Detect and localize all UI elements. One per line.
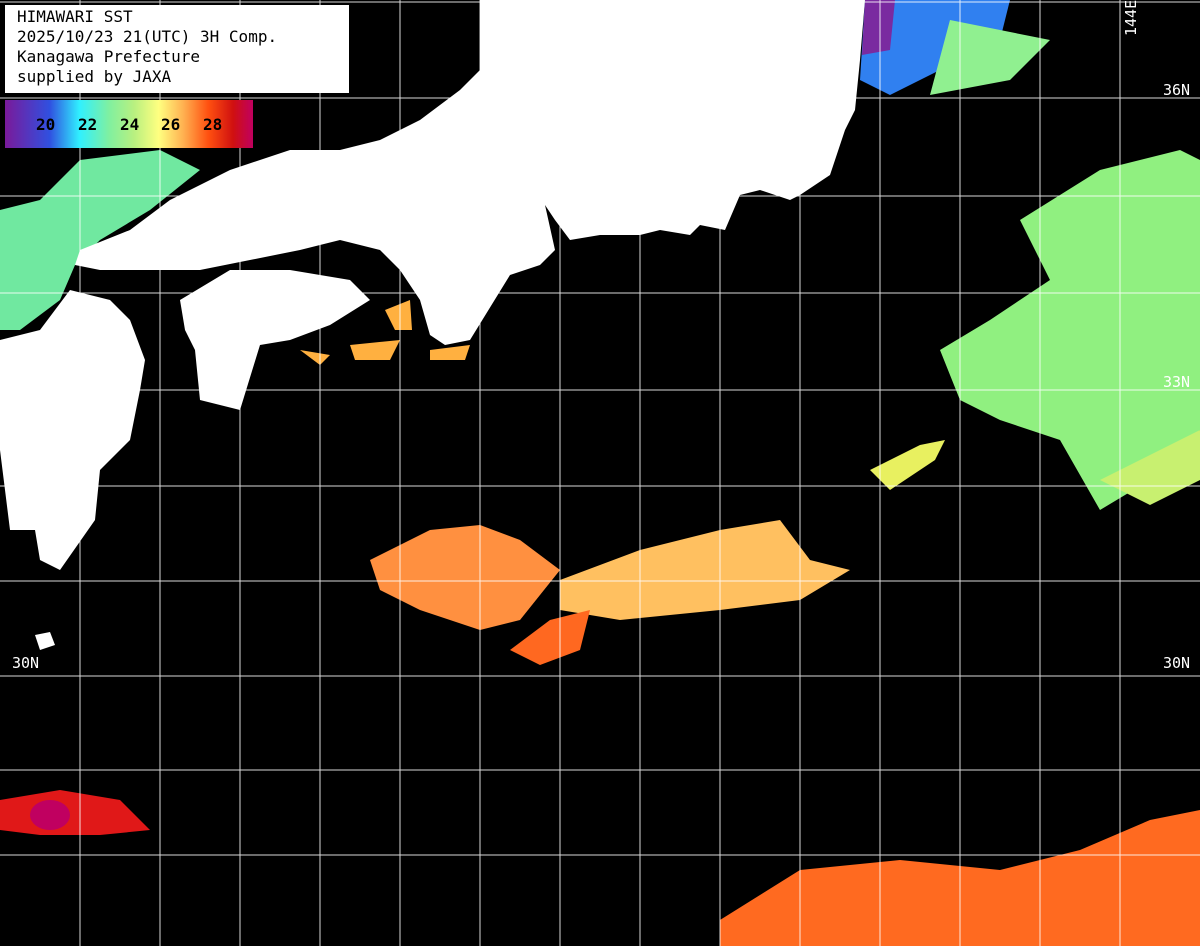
legend-label-24: 24 bbox=[120, 115, 140, 134]
sst-region-band-light bbox=[560, 520, 850, 620]
sst-region-band-red bbox=[510, 610, 590, 665]
region-line: Kanagawa Prefecture bbox=[17, 47, 201, 66]
sst-region-east-green bbox=[940, 150, 1200, 510]
sst-region-coast-orange bbox=[300, 300, 470, 365]
sst-region-north-cold bbox=[860, 0, 1010, 95]
title-box: HIMAWARI SST 2025/10/23 21(UTC) 3H Comp.… bbox=[5, 5, 349, 93]
sst-region-band-orange bbox=[370, 525, 560, 630]
lat-label-33n-right: 33N bbox=[1163, 373, 1190, 391]
lat-label-36n: 36N bbox=[1163, 81, 1190, 99]
land-small-island bbox=[35, 632, 55, 650]
credit-line: supplied by JAXA bbox=[17, 67, 172, 86]
sst-region-north-purple bbox=[862, 0, 895, 55]
legend-label-22: 22 bbox=[78, 115, 98, 134]
lat-label-33n-left: 33N bbox=[10, 373, 37, 391]
lat-label-30n-right: 30N bbox=[1163, 654, 1190, 672]
title-line: HIMAWARI SST bbox=[17, 7, 133, 26]
graticule-labels: 136E 144E 36N 33N 30N 33N 30N bbox=[10, 0, 1190, 672]
color-scale-legend: 20 22 24 26 28 bbox=[5, 100, 253, 148]
land bbox=[0, 0, 865, 650]
sst-region-north-green bbox=[930, 20, 1050, 95]
land-honshu bbox=[75, 0, 865, 345]
sst-region-kyushu-west bbox=[0, 150, 200, 330]
lon-label-144e: 144E bbox=[1122, 0, 1140, 36]
sst-region-southwest-red bbox=[0, 790, 150, 835]
legend-label-20: 20 bbox=[36, 115, 56, 134]
sst-region-southwest-pink bbox=[30, 800, 70, 830]
legend-label-28: 28 bbox=[203, 115, 223, 134]
land-kyushu bbox=[0, 290, 145, 570]
land-shikoku bbox=[180, 270, 370, 410]
lat-label-30n-left: 30N bbox=[12, 654, 39, 672]
date-line: 2025/10/23 21(UTC) 3H Comp. bbox=[17, 27, 278, 46]
sst-region-center-yellow bbox=[870, 440, 945, 490]
legend-label-26: 26 bbox=[161, 115, 181, 134]
lon-label-136e: 136E bbox=[482, 0, 500, 36]
